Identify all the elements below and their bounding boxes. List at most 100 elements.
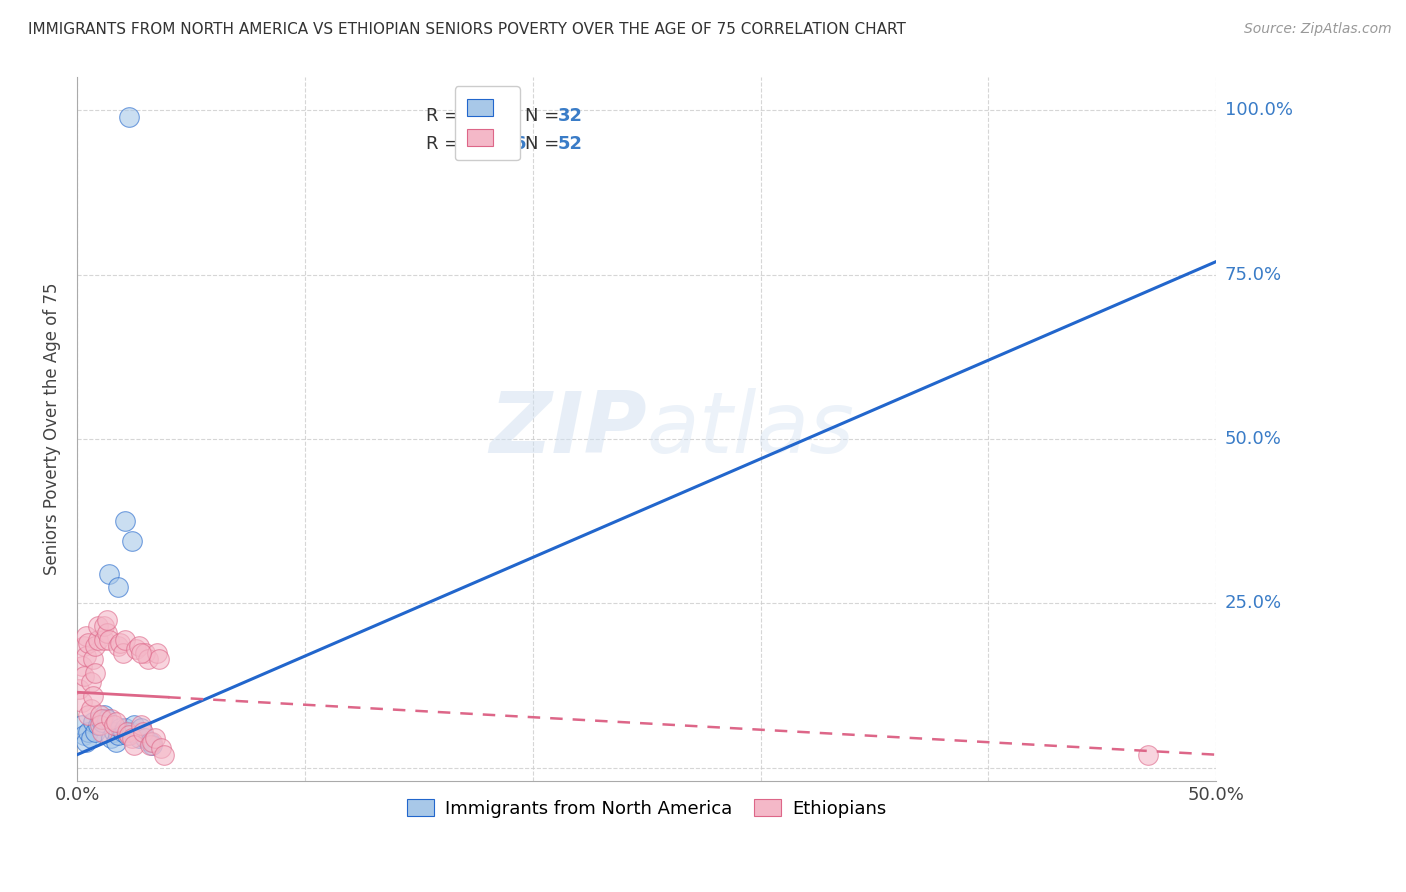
Point	[125, 642, 148, 657]
Point	[91, 712, 114, 726]
Point	[128, 731, 150, 746]
Text: N =: N =	[524, 136, 565, 153]
Point	[111, 646, 134, 660]
Point	[139, 734, 162, 748]
Point	[82, 689, 104, 703]
Text: 50.0%: 50.0%	[1225, 430, 1281, 448]
Point	[70, 659, 93, 673]
Point	[136, 652, 159, 666]
Point	[104, 734, 127, 748]
Point	[93, 708, 115, 723]
Point	[1136, 747, 1159, 762]
Text: 100.0%: 100.0%	[1225, 102, 1292, 120]
Point	[141, 738, 163, 752]
Point	[82, 652, 104, 666]
Point	[103, 724, 125, 739]
Point	[122, 738, 145, 752]
Point	[77, 636, 100, 650]
Point	[114, 632, 136, 647]
Text: IMMIGRANTS FROM NORTH AMERICA VS ETHIOPIAN SENIORS POVERTY OVER THE AGE OF 75 CO: IMMIGRANTS FROM NORTH AMERICA VS ETHIOPI…	[28, 22, 905, 37]
Point	[73, 728, 96, 742]
Point	[121, 533, 143, 548]
Point	[118, 728, 141, 742]
Point	[77, 708, 100, 723]
Point	[129, 646, 152, 660]
Point	[75, 648, 97, 663]
Point	[118, 110, 141, 124]
Point	[75, 734, 97, 748]
Text: Source: ZipAtlas.com: Source: ZipAtlas.com	[1244, 22, 1392, 37]
Point	[84, 665, 107, 680]
Point	[115, 724, 138, 739]
Point	[121, 731, 143, 746]
Point	[89, 712, 111, 726]
Point	[110, 636, 132, 650]
Text: 32: 32	[558, 107, 583, 125]
Text: 75.0%: 75.0%	[1225, 266, 1282, 284]
Point	[93, 632, 115, 647]
Point	[107, 639, 129, 653]
Point	[141, 734, 163, 748]
Text: atlas: atlas	[647, 388, 855, 471]
Point	[143, 731, 166, 746]
Point	[89, 708, 111, 723]
Point	[86, 619, 108, 633]
Text: ZIP: ZIP	[489, 388, 647, 471]
Point	[128, 639, 150, 653]
Point	[146, 646, 169, 660]
Legend: Immigrants from North America, Ethiopians: Immigrants from North America, Ethiopian…	[399, 791, 893, 825]
Point	[134, 646, 156, 660]
Point	[150, 741, 173, 756]
Point	[139, 738, 162, 752]
Point	[86, 718, 108, 732]
Point	[77, 724, 100, 739]
Point	[114, 722, 136, 736]
Text: R =: R =	[426, 136, 464, 153]
Point	[75, 629, 97, 643]
Point	[111, 724, 134, 739]
Point	[132, 724, 155, 739]
Point	[80, 731, 103, 746]
Point	[82, 714, 104, 729]
Text: R =: R =	[426, 107, 464, 125]
Point	[100, 712, 122, 726]
Point	[93, 619, 115, 633]
Point	[96, 626, 118, 640]
Point	[134, 731, 156, 746]
Text: 25.0%: 25.0%	[1225, 594, 1282, 613]
Point	[115, 728, 138, 742]
Text: -0.136: -0.136	[463, 136, 526, 153]
Point	[152, 747, 174, 762]
Point	[104, 714, 127, 729]
Point	[122, 718, 145, 732]
Point	[73, 639, 96, 653]
Point	[80, 701, 103, 715]
Point	[96, 712, 118, 726]
Point	[73, 669, 96, 683]
Point	[98, 632, 121, 647]
Point	[114, 514, 136, 528]
Point	[121, 724, 143, 739]
Point	[84, 639, 107, 653]
Point	[70, 695, 93, 709]
Point	[84, 724, 107, 739]
Point	[96, 613, 118, 627]
Point	[129, 722, 152, 736]
Point	[148, 652, 170, 666]
Text: N =: N =	[524, 107, 565, 125]
Point	[98, 566, 121, 581]
Point	[110, 722, 132, 736]
Point	[107, 580, 129, 594]
Text: 52: 52	[558, 136, 583, 153]
Point	[89, 718, 111, 732]
Point	[129, 718, 152, 732]
Point	[91, 724, 114, 739]
Y-axis label: Seniors Poverty Over the Age of 75: Seniors Poverty Over the Age of 75	[44, 283, 60, 575]
Point	[70, 718, 93, 732]
Point	[80, 675, 103, 690]
Point	[100, 731, 122, 746]
Point	[67, 681, 90, 696]
Text: 0.500: 0.500	[463, 107, 519, 125]
Point	[107, 728, 129, 742]
Point	[103, 718, 125, 732]
